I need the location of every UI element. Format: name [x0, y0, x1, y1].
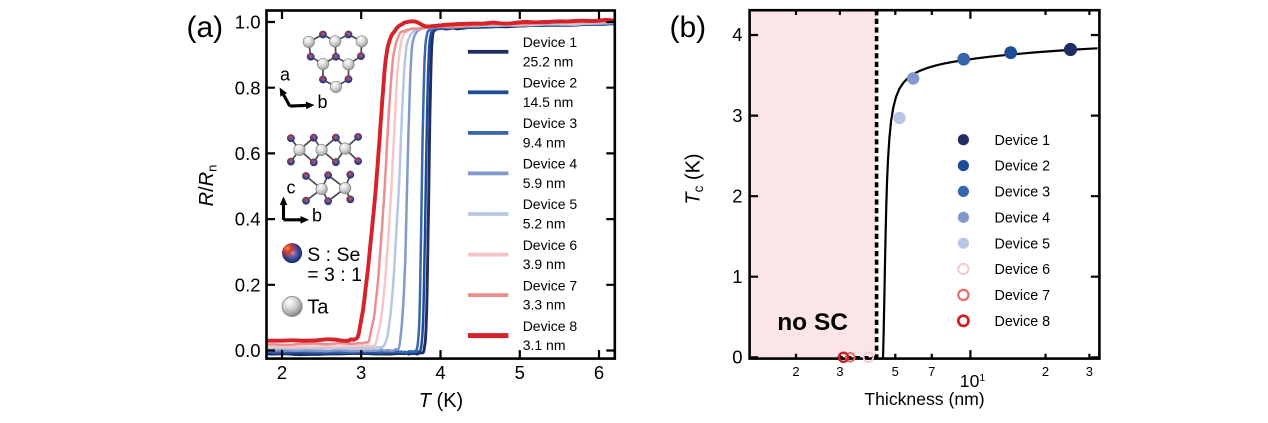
svg-text:1: 1	[732, 266, 742, 287]
svg-text:6: 6	[594, 362, 604, 383]
svg-text:S : Se: S : Se	[307, 244, 360, 266]
svg-text:b: b	[317, 92, 327, 112]
svg-text:b: b	[312, 206, 322, 226]
svg-text:0.2: 0.2	[235, 274, 261, 295]
svg-text:3: 3	[732, 105, 742, 126]
svg-text:5.2 nm: 5.2 nm	[523, 216, 566, 232]
svg-text:Device 6: Device 6	[995, 262, 1051, 278]
svg-text:0.6: 0.6	[235, 143, 261, 164]
svg-text:2: 2	[732, 185, 742, 206]
svg-text:Thickness (nm): Thickness (nm)	[864, 389, 984, 409]
svg-text:3: 3	[836, 364, 843, 379]
svg-text:Device 7: Device 7	[995, 288, 1051, 304]
svg-text:(a): (a)	[187, 11, 224, 44]
svg-text:Device 6: Device 6	[523, 237, 578, 253]
svg-text:Device 1: Device 1	[995, 133, 1051, 149]
svg-text:Device 4: Device 4	[523, 156, 578, 172]
svg-text:4: 4	[732, 24, 742, 45]
svg-text:Tc (K): Tc (K)	[683, 153, 707, 204]
svg-text:9.4 nm: 9.4 nm	[523, 134, 566, 150]
svg-text:0.0: 0.0	[235, 340, 261, 361]
svg-text:Device 1: Device 1	[523, 34, 578, 50]
svg-text:T (K): T (K)	[419, 390, 463, 412]
svg-text:3.3 nm: 3.3 nm	[523, 297, 566, 313]
svg-text:(b): (b)	[670, 11, 707, 44]
svg-text:c: c	[287, 178, 296, 198]
svg-text:2: 2	[792, 364, 799, 379]
svg-text:a: a	[280, 65, 291, 85]
svg-text:101: 101	[960, 371, 986, 391]
svg-text:14.5 nm: 14.5 nm	[523, 94, 574, 110]
svg-text:7: 7	[928, 364, 935, 379]
svg-text:0: 0	[732, 347, 742, 368]
svg-text:Device 2: Device 2	[523, 75, 578, 91]
svg-text:Device 8: Device 8	[995, 314, 1051, 330]
svg-text:Device 8: Device 8	[523, 318, 578, 334]
svg-text:0.4: 0.4	[235, 209, 261, 230]
svg-text:2: 2	[277, 362, 287, 383]
svg-text:no SC: no SC	[777, 309, 848, 336]
svg-text:3.1 nm: 3.1 nm	[523, 337, 566, 353]
svg-text:= 3 : 1: = 3 : 1	[307, 264, 362, 286]
svg-text:Device 5: Device 5	[523, 196, 578, 212]
svg-text:Device 5: Device 5	[995, 236, 1051, 252]
svg-text:3: 3	[356, 362, 366, 383]
svg-text:1.0: 1.0	[235, 12, 261, 33]
svg-text:4: 4	[435, 362, 445, 383]
svg-text:R/Rn: R/Rn	[196, 165, 220, 207]
svg-text:3.9 nm: 3.9 nm	[523, 256, 566, 272]
svg-text:Device 7: Device 7	[523, 277, 578, 293]
svg-text:5: 5	[515, 362, 525, 383]
svg-text:25.2 nm: 25.2 nm	[523, 53, 574, 69]
svg-text:3: 3	[1086, 364, 1093, 379]
svg-text:Ta: Ta	[307, 297, 329, 319]
svg-text:Device 3: Device 3	[995, 185, 1051, 201]
svg-text:Device 2: Device 2	[995, 159, 1051, 175]
svg-text:0.8: 0.8	[235, 77, 261, 98]
svg-text:5.9 nm: 5.9 nm	[523, 175, 566, 191]
svg-text:Device 4: Device 4	[995, 210, 1051, 226]
svg-text:2: 2	[1042, 364, 1049, 379]
svg-text:5: 5	[892, 364, 899, 379]
svg-text:Device 3: Device 3	[523, 115, 578, 131]
